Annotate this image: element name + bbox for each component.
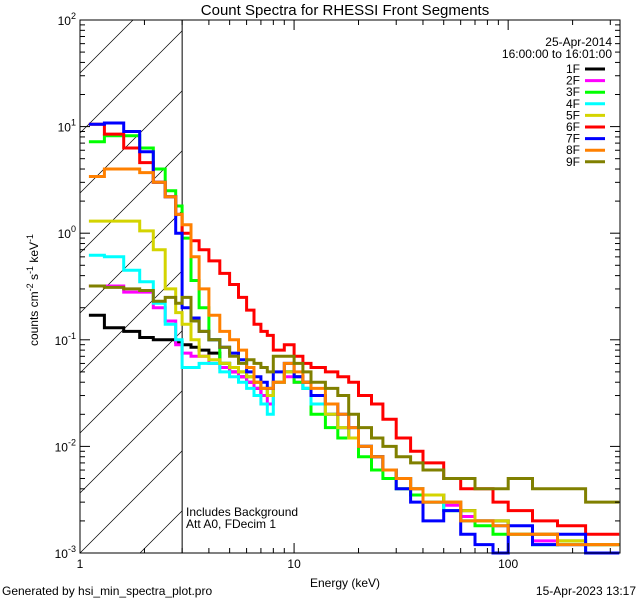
y-label-text: s [27, 274, 41, 283]
y-tick-base: 10 [58, 121, 72, 135]
series-8F [88, 167, 620, 547]
y-axis-label: counts cm-2 s-1 keV-1 [25, 234, 41, 346]
y-tick-label: 101 [58, 118, 76, 135]
legend-time: 16:00:00 to 16:01:00 [502, 47, 612, 61]
x-tick-label: 1 [77, 557, 84, 571]
y-tick-exponent: 2 [71, 11, 76, 21]
hatch-line [79, 19, 134, 74]
hatch-line [79, 30, 183, 134]
y-label-text: counts cm [27, 291, 41, 346]
series-2F [88, 284, 620, 555]
hatch-line [79, 330, 183, 434]
legend-label-9F: 9F [566, 155, 580, 169]
annotation-background: Includes Background [186, 505, 298, 519]
hatch-line [79, 210, 183, 314]
chart-title: Count Spectra for RHESSI Front Segments [201, 2, 489, 19]
footer-generator: Generated by hsi_min_spectra_plot.pro [2, 584, 212, 598]
y-label-exponent: -1 [25, 266, 35, 274]
legend-label-3F: 3F [566, 85, 580, 99]
x-tick-label: 10 [287, 557, 301, 571]
hatch-line [79, 390, 183, 494]
y-label-exponent: -1 [25, 234, 35, 242]
y-label-exponent: -2 [25, 283, 35, 291]
legend-label-6F: 6F [566, 120, 580, 134]
y-tick-label: 10-2 [55, 437, 76, 454]
x-axis-label: Energy (keV) [310, 576, 380, 590]
footer-timestamp: 15-Apr-2023 13:17 [536, 584, 636, 598]
legend-label-5F: 5F [566, 108, 580, 122]
y-tick-base: 10 [55, 440, 69, 454]
hatch-line [79, 450, 183, 554]
y-tick-label: 102 [58, 11, 76, 28]
annotation-attenuator: Att A0, FDecim 1 [186, 517, 276, 531]
legend-label-7F: 7F [566, 132, 580, 146]
y-tick-exponent: -1 [68, 331, 76, 341]
legend-label-1F: 1F [566, 62, 580, 76]
y-tick-exponent: -2 [68, 437, 76, 447]
y-tick-label: 100 [58, 224, 76, 241]
y-tick-base: 10 [58, 227, 72, 241]
plot-frame [79, 19, 621, 554]
legend-label-2F: 2F [566, 74, 580, 88]
series-6F [88, 122, 620, 536]
legend-date: 25-Apr-2014 [545, 35, 612, 49]
y-tick-exponent: -3 [68, 544, 76, 554]
y-tick-exponent: 1 [71, 118, 76, 128]
y-tick-base: 10 [58, 14, 72, 28]
y-tick-base: 10 [55, 334, 69, 348]
series-1F [88, 313, 620, 547]
y-tick-base: 10 [55, 547, 69, 561]
hatch-line [79, 150, 183, 254]
hatch-line [139, 510, 183, 554]
legend-label-4F: 4F [566, 97, 580, 111]
y-tick-label: 10-3 [55, 544, 76, 561]
series-9F [88, 284, 620, 504]
y-tick-exponent: 0 [71, 224, 76, 234]
x-tick-label: 100 [498, 557, 518, 571]
series-group [88, 121, 620, 555]
y-tick-label: 10-1 [55, 331, 76, 348]
legend-label-8F: 8F [566, 143, 580, 157]
hatched-region [79, 19, 183, 554]
y-label-text: keV [27, 242, 41, 266]
